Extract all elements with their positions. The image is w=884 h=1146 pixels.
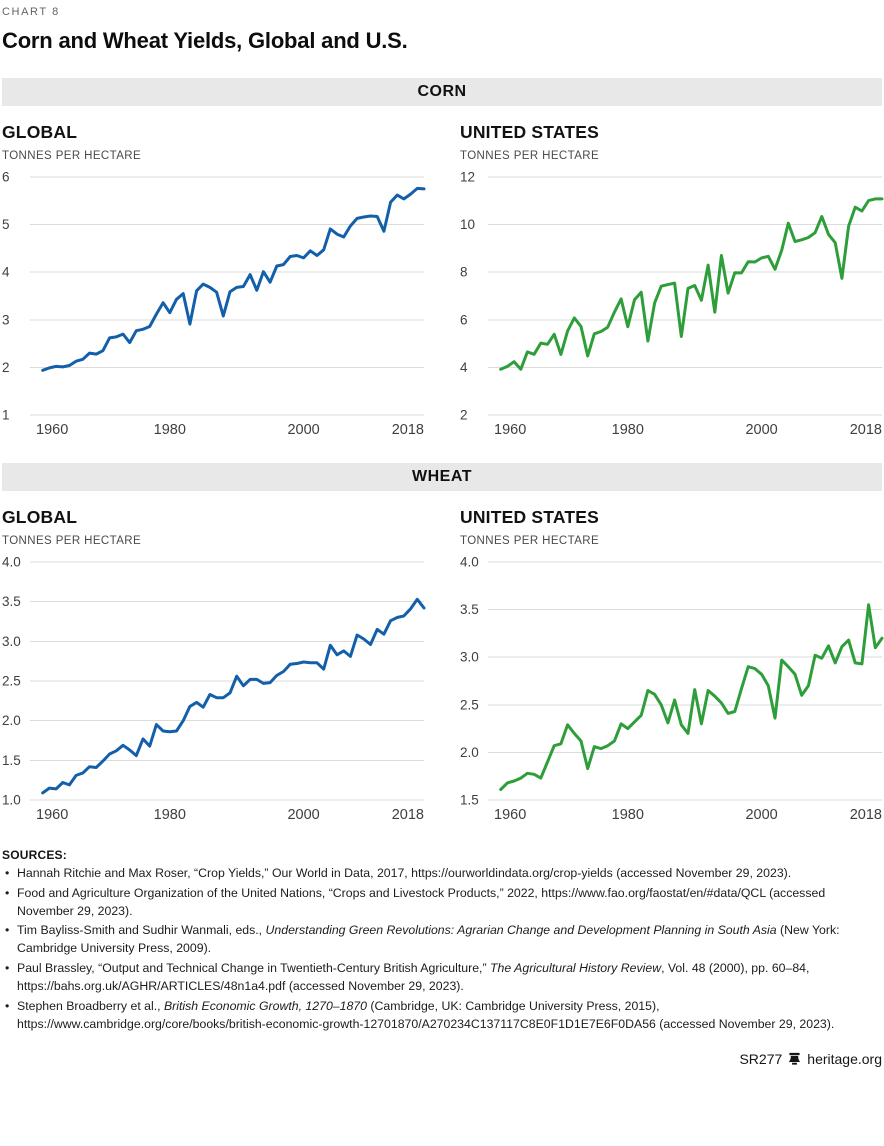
chart-number: CHART 8 — [2, 6, 60, 18]
svg-text:3.0: 3.0 — [460, 650, 479, 665]
svg-text:3.5: 3.5 — [2, 594, 21, 609]
svg-text:10: 10 — [460, 217, 475, 232]
wheat-charts-row: GLOBAL TONNES PER HECTARE 1.0 1.5 2.0 2.5 3.… — [2, 507, 884, 824]
svg-text:2000: 2000 — [287, 807, 319, 823]
source-text: Stephen Broadberry et al., — [17, 998, 164, 1013]
corn-us-chart: UNITED STATES TONNES PER HECTARE 2 4 6 8 10 1… — [460, 122, 884, 439]
svg-text:2018: 2018 — [392, 807, 424, 823]
source-item: Tim Bayliss-Smith and Sudhir Wanmali, ed… — [2, 922, 882, 958]
svg-text:2.0: 2.0 — [460, 745, 479, 760]
source-text: , Vol. 48 (2000), pp. 60–84, https://bah… — [17, 961, 810, 993]
svg-text:1.5: 1.5 — [2, 753, 21, 768]
svg-text:1.5: 1.5 — [460, 793, 479, 808]
svg-text:2.5: 2.5 — [2, 674, 21, 689]
svg-text:4: 4 — [460, 360, 468, 375]
svg-text:4.0: 4.0 — [460, 555, 479, 570]
page-title: Corn and Wheat Yields, Global and U.S. — [2, 28, 408, 53]
unit-label-corn-global: TONNES PER HECTARE — [2, 150, 142, 162]
source-item: Stephen Broadberry et al., British Econo… — [2, 998, 882, 1034]
svg-text:2018: 2018 — [392, 422, 424, 438]
svg-text:1980: 1980 — [612, 422, 644, 438]
svg-text:4.0: 4.0 — [2, 555, 21, 570]
svg-text:1980: 1980 — [612, 807, 644, 823]
source-text: (New York: Cambridge University Press, 2… — [17, 923, 840, 956]
svg-text:4: 4 — [2, 265, 10, 280]
svg-text:1980: 1980 — [154, 807, 186, 823]
svg-text:2000: 2000 — [745, 807, 777, 823]
source-text: Tim Bayliss-Smith and Sudhir Wanmali, ed… — [17, 923, 266, 938]
source-text: (Cambridge, UK: Cambridge University Pre… — [17, 998, 835, 1031]
wheat-global-chart: GLOBAL TONNES PER HECTARE 1.0 1.5 2.0 2.5 3.… — [2, 507, 428, 824]
svg-text:2000: 2000 — [745, 422, 777, 438]
source-title-italic: The Agricultural History Review — [490, 961, 662, 976]
source-item: Food and Agriculture Organization of the… — [2, 885, 882, 921]
wheat-global-line-plot: 1.0 1.5 2.0 2.5 3.0 3.5 4.0 1960 1980 2000 2018 — [2, 555, 426, 823]
heritage-bell-icon — [788, 1053, 801, 1066]
svg-text:2.5: 2.5 — [460, 697, 479, 712]
report-id: SR277 — [739, 1051, 783, 1068]
svg-text:1.0: 1.0 — [2, 793, 21, 808]
unit-label-wheat-us: TONNES PER HECTARE — [460, 535, 600, 547]
section-band-corn: CORN — [2, 78, 882, 106]
svg-text:3.0: 3.0 — [2, 634, 21, 649]
svg-text:1960: 1960 — [494, 422, 526, 438]
svg-text:3: 3 — [2, 312, 10, 327]
wheat-us-chart: UNITED STATES TONNES PER HECTARE 1.5 2.0 2… — [460, 507, 884, 824]
corn-global-chart: GLOBAL TONNES PER HECTARE 1 2 3 4 5 6 1960 1980… — [2, 122, 428, 439]
svg-text:2: 2 — [2, 360, 10, 375]
section-band-wheat: WHEAT — [2, 463, 882, 491]
source-item: Hannah Ritchie and Max Roser, “Crop Yiel… — [2, 865, 882, 883]
svg-text:1960: 1960 — [36, 807, 68, 823]
svg-text:2018: 2018 — [850, 422, 882, 438]
svg-text:6: 6 — [2, 170, 10, 185]
svg-text:8: 8 — [460, 265, 468, 280]
source-item: Paul Brassley, “Output and Technical Cha… — [2, 960, 882, 996]
corn-us-line-plot: 2 4 6 8 10 12 1960 1980 2000 2018 — [460, 170, 884, 438]
sources-heading: SOURCES: — [2, 848, 67, 862]
footer: SR277 heritage.org — [2, 1051, 882, 1077]
svg-text:1960: 1960 — [494, 807, 526, 823]
svg-text:12: 12 — [460, 170, 475, 185]
sources-list: Hannah Ritchie and Max Roser, “Crop Yiel… — [2, 865, 882, 1033]
corn-charts-row: GLOBAL TONNES PER HECTARE 1 2 3 4 5 6 1960 1980… — [2, 122, 884, 439]
source-text: Food and Agriculture Organization of the… — [17, 885, 826, 918]
source-text: Hannah Ritchie and Max Roser, “Crop Yiel… — [17, 866, 792, 880]
source-text: Paul Brassley, “Output and Technical Cha… — [17, 961, 490, 976]
svg-text:3.5: 3.5 — [460, 602, 479, 617]
svg-text:6: 6 — [460, 312, 468, 327]
svg-text:2000: 2000 — [287, 422, 319, 438]
chart-title-corn-us: UNITED STATES — [460, 122, 600, 142]
chart-title-wheat-us: UNITED STATES — [460, 507, 600, 527]
svg-text:1960: 1960 — [36, 422, 68, 438]
corn-global-line-plot: 1 2 3 4 5 6 1960 1980 2000 2018 — [2, 170, 426, 438]
svg-text:2.0: 2.0 — [2, 713, 21, 728]
sources-section: SOURCES: Hannah Ritchie and Max Roser, “… — [2, 848, 882, 1033]
wheat-us-line-plot: 1.5 2.0 2.5 3.0 3.5 4.0 1960 1980 2000 2018 — [460, 555, 884, 823]
svg-text:2: 2 — [460, 408, 468, 423]
svg-text:1: 1 — [2, 408, 10, 423]
site-name: heritage.org — [807, 1051, 882, 1068]
chart-title-wheat-global: GLOBAL — [2, 507, 78, 527]
chart-title-corn-global: GLOBAL — [2, 122, 78, 142]
unit-label-corn-us: TONNES PER HECTARE — [460, 150, 600, 162]
source-title-italic: Understanding Green Revolutions: Agraria… — [265, 923, 777, 938]
svg-text:2018: 2018 — [850, 807, 882, 823]
svg-text:1980: 1980 — [154, 422, 186, 438]
source-title-italic: British Economic Growth, 1270–1870 — [163, 998, 367, 1013]
unit-label-wheat-global: TONNES PER HECTARE — [2, 535, 142, 547]
svg-text:5: 5 — [2, 217, 10, 232]
